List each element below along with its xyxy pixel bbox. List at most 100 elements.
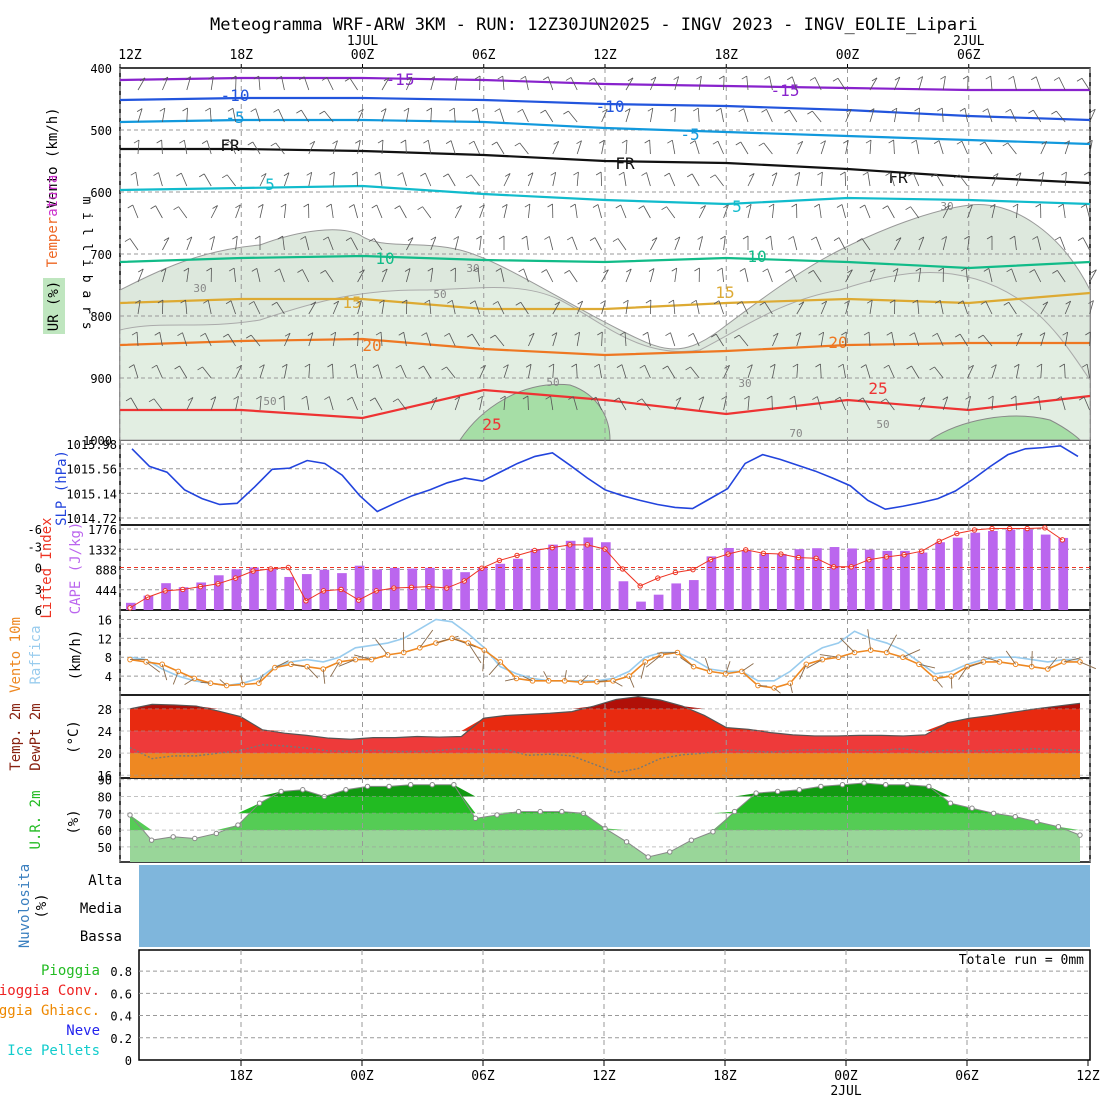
wind-barb (675, 108, 676, 122)
wind-barb (772, 204, 773, 218)
slp-tick-label: 1015.14 (66, 487, 117, 501)
rh-point (883, 783, 887, 787)
cape-bar (214, 575, 224, 610)
wind-barb (696, 300, 699, 314)
cape-bar (531, 549, 541, 610)
wind-barb (665, 333, 670, 336)
rh-point (301, 788, 305, 792)
rh-point (840, 783, 844, 787)
wind-tick-label: 4 (105, 670, 112, 684)
wind-barb (420, 173, 425, 176)
wind-arrow (1080, 662, 1096, 669)
top-time-label: 12Z (593, 48, 617, 63)
wind-barb (431, 108, 432, 122)
wind-barb (446, 141, 451, 144)
wind-barb (541, 270, 546, 273)
cape-bar (619, 581, 629, 610)
wind-barb (162, 108, 164, 122)
wind-barb (125, 239, 130, 242)
wind-barb (519, 269, 524, 272)
wind-barb (448, 174, 455, 186)
cape-bar (161, 583, 171, 610)
wind-barb (745, 268, 748, 282)
isotherm-label: FR (888, 168, 908, 187)
wind-barb (817, 172, 822, 175)
wind-barb (179, 140, 184, 143)
isotherm-label: -15 (386, 70, 415, 89)
wind-barb (662, 207, 667, 210)
wind-barb (688, 333, 693, 336)
wind-barb (378, 140, 383, 143)
wind-barb (816, 237, 821, 250)
label-nuvolosita: Nuvolosita (17, 864, 33, 948)
wind-barb (1051, 111, 1056, 114)
wind-barb (377, 205, 382, 218)
wind-barb (1013, 76, 1016, 90)
wind-barb (589, 78, 594, 81)
wind-barb (543, 77, 548, 80)
wind-barb (304, 204, 309, 207)
wind-barb (372, 205, 377, 208)
slp-tick-label: 1015.56 (66, 463, 117, 477)
wind-barb (722, 268, 723, 282)
wind-barb (626, 140, 627, 154)
wind-barb (222, 175, 227, 178)
wind-barb (943, 76, 945, 90)
wind-barb (475, 76, 480, 79)
wind-barb (596, 172, 601, 175)
wind-barb (842, 204, 846, 218)
wind-barb (309, 172, 312, 186)
isotherm-label: -5 (680, 125, 699, 144)
isotherm-label: 20 (828, 333, 847, 352)
wind-barb (569, 270, 577, 282)
rh-tick-label: 50 (98, 841, 112, 855)
cape-bar (601, 542, 611, 610)
wind-barb (1058, 204, 1063, 207)
wind-barb (797, 172, 800, 186)
wind-barb (692, 174, 699, 186)
rh-point (171, 835, 175, 839)
rh-point (430, 783, 434, 787)
cape-bar (882, 551, 892, 610)
precip-tick-label: 0.4 (110, 1010, 132, 1024)
cape-tick-label: 444 (95, 584, 117, 598)
wind-barb (331, 204, 333, 218)
wind-barb (517, 109, 522, 112)
wind-barb (724, 236, 726, 250)
wind-barb (403, 173, 407, 186)
wind-barb (284, 204, 285, 218)
wind-barb (595, 238, 602, 250)
rh-contour-label: 50 (876, 418, 889, 431)
wind-barb (515, 143, 520, 146)
wind-barb (715, 175, 723, 186)
cape-bar (478, 568, 488, 610)
wind-barb (423, 207, 431, 218)
wind-barb (1033, 110, 1040, 122)
isotherm-label: 25 (482, 415, 501, 434)
wind-barb (691, 300, 696, 303)
wind-barb (667, 207, 675, 218)
cape-bar (742, 551, 752, 610)
wind-barb (566, 77, 571, 80)
rh-point (236, 823, 240, 827)
wind-barb (717, 268, 722, 271)
label-ur: UR (%) (46, 281, 62, 332)
cape-bar (953, 538, 963, 610)
rh-point (149, 838, 153, 842)
wind-barb (205, 108, 210, 111)
label-raffica: Raffica (28, 625, 44, 684)
label-pct: (%) (66, 809, 82, 834)
wind-barb (548, 204, 553, 207)
pressure-tick-label: 500 (90, 124, 112, 138)
temp-tick-label: 28 (98, 703, 112, 717)
wind-barb (771, 236, 773, 250)
wind-arrow (376, 639, 388, 654)
label-cape: CAPE (J/kg) (68, 522, 84, 615)
wind-barb (271, 143, 276, 146)
rh-point (948, 801, 952, 805)
cape-bar (302, 574, 312, 610)
wind-barb (988, 109, 992, 122)
